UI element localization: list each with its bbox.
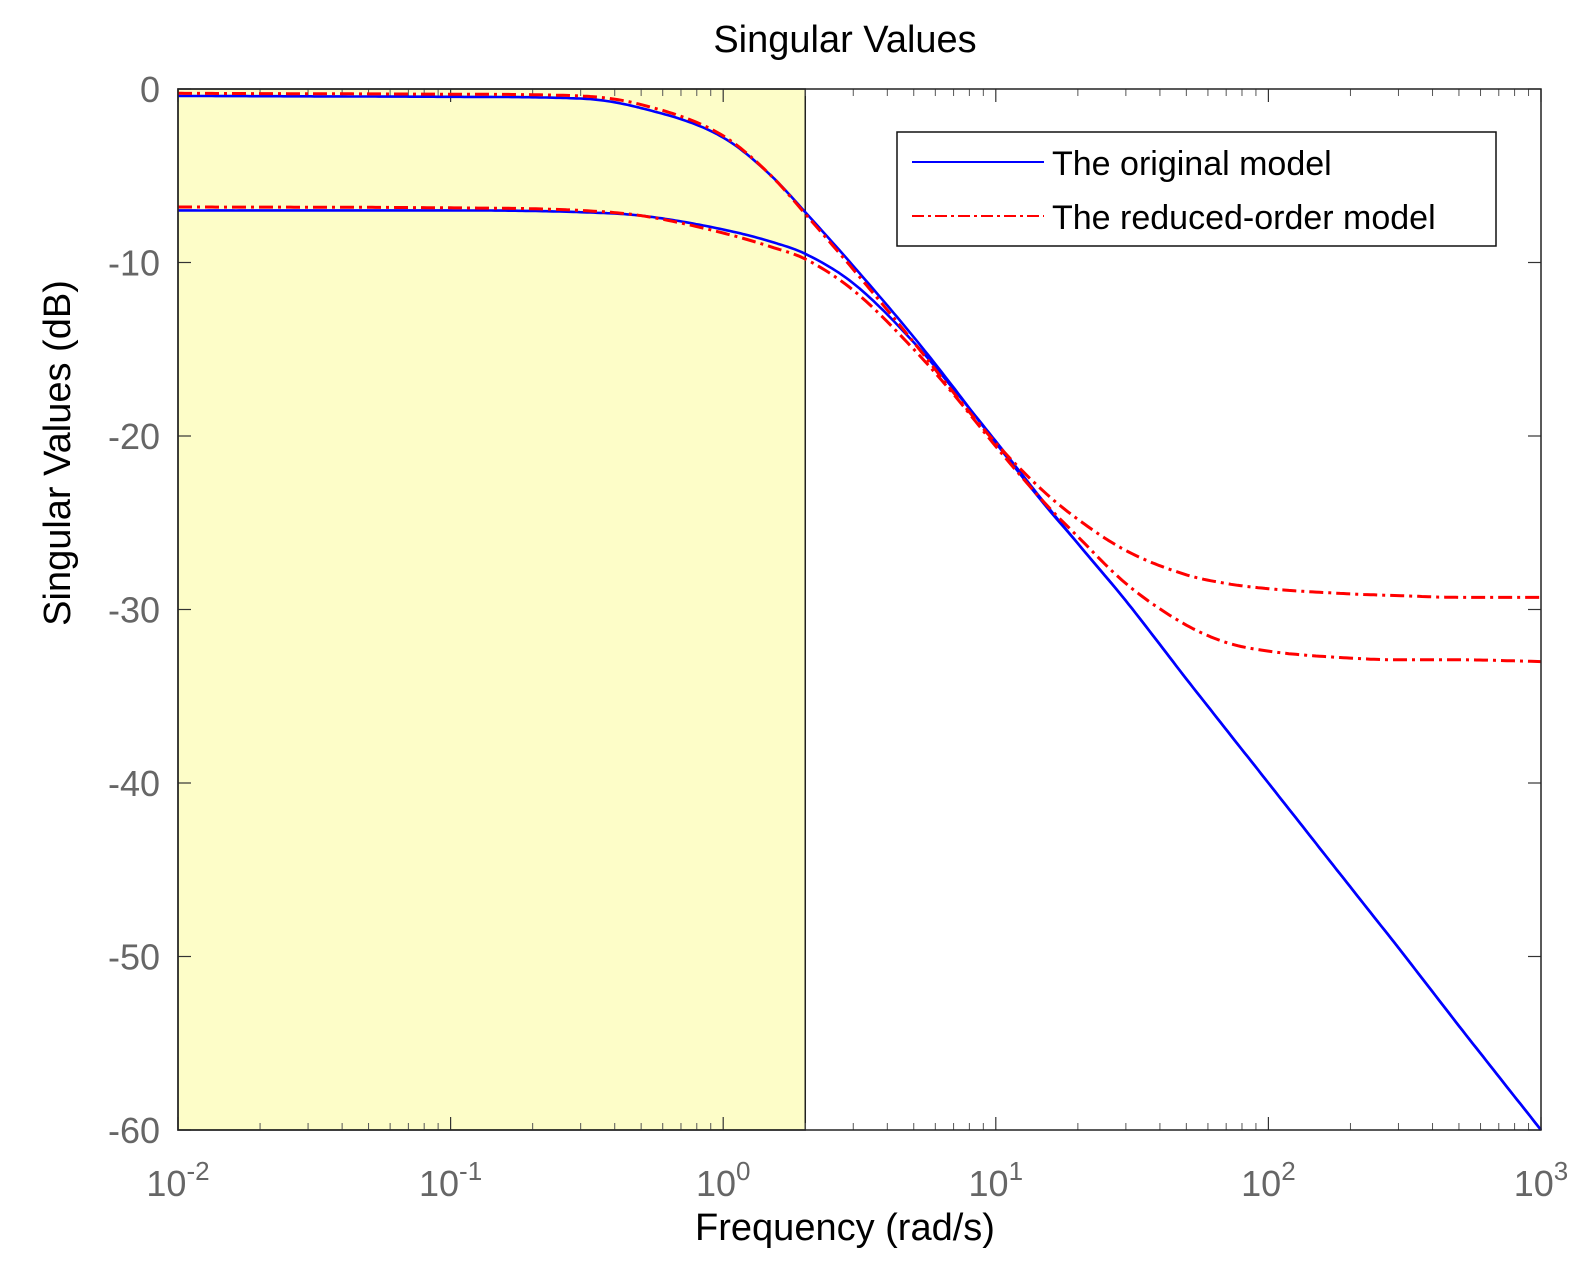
chart-title: Singular Values: [713, 19, 976, 61]
x-tick-label: 102: [1241, 1156, 1296, 1204]
y-tick-label: -60: [108, 1110, 160, 1151]
x-tick-labels: 10-2 10-1 100 101 102 103: [146, 1156, 1568, 1204]
series-line-3: [178, 91, 1541, 599]
legend-label-reduced: The reduced-order model: [1052, 199, 1436, 237]
y-tick-label: -50: [108, 937, 160, 978]
legend: The original model The reduced-order mod…: [896, 131, 1497, 247]
legend-box: [896, 131, 1497, 247]
series-line-4: [178, 205, 1542, 664]
y-axis-label: Singular Values (dB): [37, 280, 79, 626]
y-tick-label: 0: [140, 69, 160, 110]
x-axis-label: Frequency (rad/s): [695, 1207, 995, 1249]
y-tick-labels: 0 -10 -20 -30 -40 -50 -60: [108, 69, 160, 1151]
x-tick-label: 100: [696, 1156, 751, 1204]
x-tick-label: 103: [1514, 1156, 1569, 1204]
y-tick-label: -30: [108, 590, 160, 631]
x-tick-label: 10-1: [419, 1156, 482, 1204]
x-tick-label: 10-2: [146, 1156, 209, 1204]
shaded-frequency-region: [177, 88, 807, 1131]
x-tick-label: 101: [969, 1156, 1024, 1204]
y-tick-label: -10: [108, 243, 160, 284]
legend-label-original: The original model: [1052, 145, 1332, 183]
series-line-2: [178, 209, 1543, 1131]
y-tick-label: -40: [108, 763, 160, 804]
minor-tick-marks: [259, 89, 1530, 1130]
series-layer: [177, 91, 1543, 1131]
axes-frame: [177, 88, 1542, 1131]
y-tick-label: -20: [108, 416, 160, 457]
